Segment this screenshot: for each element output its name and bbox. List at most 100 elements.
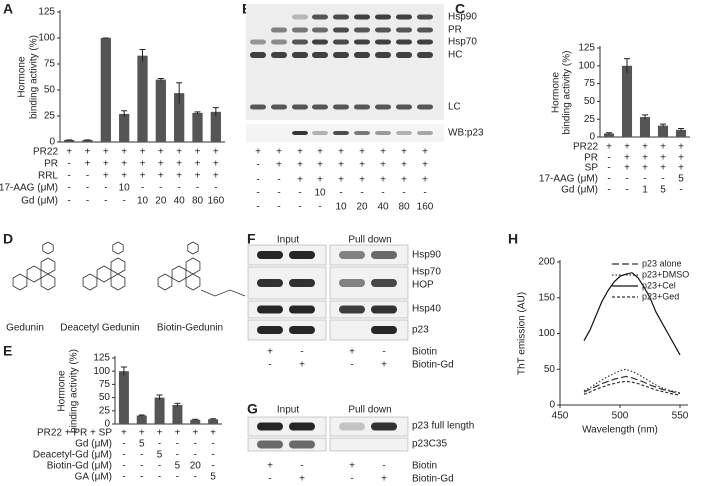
gel-band [354,39,370,45]
condition-label: RRL [38,171,58,182]
gel-band [417,27,433,33]
condition-cell: 5 [139,439,145,450]
condition-cell: + [349,461,355,472]
condition-cell: + [401,175,407,186]
gel-band [333,39,349,45]
condition-cell: - [67,196,70,207]
condition-cell: 5 [660,185,666,196]
condition-label: PR [584,153,598,164]
gel-band [396,52,412,58]
condition-cell: 10 [335,202,347,213]
bar [82,139,93,142]
y-tick-label: 100 [578,60,595,71]
condition-cell: + [642,153,648,164]
condition-cell: + [299,360,305,371]
y-tick-label: 0 [589,132,595,143]
condition-cell: - [382,347,385,358]
condition-cell: + [660,142,666,153]
condition-cell: + [422,147,428,158]
y-axis-label: Hormone [17,56,28,98]
condition-cell: + [297,175,303,186]
bar [639,117,651,137]
compound-label: Biotin-Gedunin [157,323,223,334]
blot-band [257,326,283,334]
condition-cell: 20 [190,461,202,472]
protein-label: Hsp90 [412,250,441,261]
condition-cell: + [139,428,145,439]
header: Pull down [348,405,391,416]
gel-band [375,104,391,110]
condition-cell: + [121,428,127,439]
legend-label: p23+DMSO [642,269,689,279]
y-tick-label: 25 [99,405,111,416]
blot-band [339,422,365,431]
legend-label: p23+Cel [642,280,676,290]
gel-band [417,104,433,110]
compound-label: Gedunin [6,323,44,334]
condition-cell: 20 [155,196,167,207]
condition-cell: + [213,171,219,182]
gel-band [417,52,433,58]
error-bar [139,48,146,62]
condition-cell: - [256,202,259,213]
gel-band [292,131,308,135]
condition-cell: + [158,171,164,182]
bar [154,397,165,424]
condition-cell: - [360,188,363,199]
condition-cell: - [194,450,197,461]
bar [208,419,219,424]
gel-band [271,27,287,33]
gel-band [333,14,349,20]
blot-box [329,437,409,452]
gel-band [312,104,328,110]
condition-cell: - [298,188,301,199]
panel-letter: D [3,231,13,247]
condition-cell: + [317,147,323,158]
condition-cell: 40 [377,202,389,213]
condition-cell: + [140,159,146,170]
gel-band [292,14,308,20]
condition-label: Deacetyl-Gd (μM) [33,450,112,461]
y-tick-label: 50 [99,392,111,403]
condition-cell: - [350,360,353,371]
condition-cell: - [122,472,125,483]
condition-cell: - [196,183,199,194]
error-bar [660,123,666,128]
blot-band [371,422,397,431]
blot-box [247,300,327,319]
y-tick-label: 25 [584,114,596,125]
condition-label: Gd (μM) [21,196,58,207]
condition-cell: - [300,347,303,358]
blot-band [257,305,283,314]
condition-cell: - [176,472,179,483]
y-tick-label: 0 [49,137,55,148]
panel-letter: H [508,231,518,247]
condition-cell: + [176,147,182,158]
condition-cell: - [67,171,70,182]
panel-letter: C [455,1,465,17]
blot-band [289,305,315,314]
blot-box [329,300,409,319]
blot-band [257,251,283,259]
condition-cell: + [422,160,428,171]
condition-cell: + [401,147,407,158]
condition-cell: + [192,428,198,439]
protein-label: HOP [412,280,434,291]
condition-cell: + [660,163,666,174]
y-tick-label: 50 [544,364,556,375]
header: Pull down [348,235,391,246]
condition-cell: + [195,147,201,158]
condition-cell: - [86,183,89,194]
condition-cell: + [121,147,127,158]
gel-band [375,131,391,135]
blot-band [339,251,365,259]
y-axis-label: ThT emission (AU) [517,292,528,375]
blot-box [329,416,409,437]
condition-cell: - [423,188,426,199]
condition-cell: - [268,360,271,371]
condition-cell: - [122,461,125,472]
band-label: WB:p23 [448,128,484,139]
condition-cell: 10 [119,183,131,194]
condition-cell: - [177,183,180,194]
bar [155,79,166,142]
